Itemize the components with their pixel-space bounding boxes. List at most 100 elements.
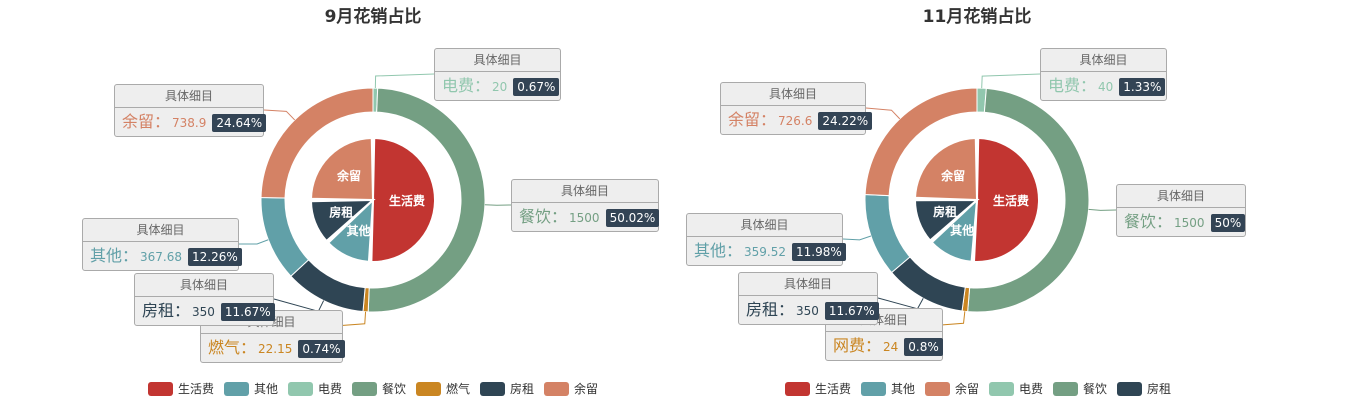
callout-header: 具体细目 [512,180,658,203]
outer-slice-6 [260,87,374,199]
callout-value: 350 [192,305,215,319]
inner-slice-label: 余留 [940,168,965,183]
callout-header: 具体细目 [687,214,842,237]
legend-swatch [925,382,950,396]
callout-category-name: 房租： [142,301,191,320]
callout-header: 具体细目 [115,85,263,108]
inner-slice-3 [913,198,980,242]
callout-percent-badge: 50% [1210,214,1246,232]
callout-percent-badge: 0.67% [513,78,560,96]
callout-category-name: 余留： [122,112,171,131]
callout-value: 24 [883,340,899,354]
legend-label: 餐饮 [382,381,406,396]
callout-category-name: 餐饮： [1124,212,1173,231]
callout-body: 余留： 726.6 24.22% [721,106,873,134]
callout-header: 具体细目 [721,83,865,106]
callout-category-name: 电费： [442,76,491,95]
outer-slice-5 [260,196,310,277]
callout-box: 具体细目 其他： 359.52 11.98% [686,213,846,266]
legend-label: 余留 [574,381,598,396]
inner-slice-4 [309,136,375,202]
legend-swatch [861,382,886,396]
inner-slice-label: 其他 [950,223,974,238]
callout-box: 具体细目 余留： 726.6 24.22% [720,82,873,135]
legend-label: 其他 [891,382,915,396]
legend-swatch [1053,382,1078,396]
callout-body: 餐饮： 1500 50% [1117,208,1246,236]
legend-swatch [416,382,441,396]
callout-value: 359.52 [744,245,787,259]
callout-body: 其他： 367.68 12.26% [83,242,242,270]
callout-value: 1500 [569,211,600,225]
callout-box: 具体细目 房租： 350 11.67% [134,273,275,326]
legend-swatch [1117,382,1142,396]
inner-slice-label: 生活费 [993,193,1029,208]
callout-box: 具体细目 电费： 40 1.33% [1040,48,1167,101]
callout-value: 726.6 [778,114,813,128]
legend-label: 生活费 [815,382,851,396]
callout-value: 22.15 [258,342,293,356]
callout-percent-badge: 12.26% [188,248,242,266]
callout-body: 余留： 738.9 24.64% [115,108,267,136]
callout-box: 具体细目 电费： 20 0.67% [434,48,561,101]
callout-category-name: 电费： [1048,76,1097,95]
callout-header: 具体细目 [83,219,238,242]
inner-slice-2 [326,197,375,263]
callout-leader-line [842,235,872,241]
outer-slice-4 [290,259,366,313]
callout-body: 其他： 359.52 11.98% [687,237,846,265]
callout-body: 电费： 20 0.67% [435,72,560,100]
callout-box: 具体细目餐饮： 1500 50% [1116,184,1246,237]
outer-slice-5 [864,193,911,274]
inner-slice-label: 房租 [329,204,353,219]
callout-leader-line [1088,208,1117,211]
outer-slice-4 [890,256,966,312]
callout-box: 具体细目 其他： 367.68 12.26% [82,218,242,271]
legend-label: 电费 [1019,382,1043,396]
callout-body: 房租： 350 11.67% [739,296,879,324]
legend-label: 其他 [254,382,278,396]
inner-slice-label: 房租 [933,204,957,219]
inner-slice-label: 其他 [347,223,371,238]
inner-slice-2 [930,197,979,263]
callout-category-name: 房租： [746,300,795,319]
callout-header: 具体细目 [1117,185,1245,208]
legend-swatch [288,382,313,396]
callout-category-name: 其他： [694,241,743,260]
callout-category-name: 餐饮： [519,207,568,226]
inner-slice-1 [370,136,436,263]
callout-header: 具体细目 [739,273,877,296]
callout-category-name: 燃气： [208,338,257,357]
callout-value: 20 [492,80,508,94]
callout-percent-badge: 1.33% [1119,78,1166,96]
callout-body: 餐饮： 1500 50.02% [512,203,660,231]
inner-slice-label: 生活费 [389,193,425,208]
callout-value: 738.9 [172,116,207,130]
legend-swatch [480,382,505,396]
callout-body: 电费： 40 1.33% [1041,72,1166,100]
inner-slice-3 [309,198,376,243]
chart-title: 11月花销占比 [923,6,1032,27]
callout-value: 1500 [1174,216,1205,230]
callout-percent-badge: 24.22% [818,112,873,130]
callout-leader-line [981,73,1041,89]
callout-leader-line [374,73,435,89]
legend-swatch [544,382,569,396]
callout-category-name: 其他： [90,246,139,265]
callout-header: 具体细目 [135,274,273,297]
callout-value: 350 [796,304,819,318]
inner-slice-4 [914,136,979,202]
callout-category-name: 网费： [833,336,882,355]
inner-slice-1 [972,136,1040,263]
callout-box: 具体细目 餐饮： 1500 50.02% [511,179,660,232]
legend-label: 房租 [1147,381,1171,396]
inner-slice-label: 余留 [336,168,361,183]
callout-leader-line [484,204,512,206]
legend-label: 房租 [510,381,534,396]
callout-box: 具体细目 房租： 350 11.67% [738,272,879,325]
callout-body: 燃气： 22.15 0.74% [201,334,345,362]
callout-leader-line [238,239,269,245]
callout-body: 房租： 350 11.67% [135,297,275,325]
callout-leader-line [865,107,901,120]
